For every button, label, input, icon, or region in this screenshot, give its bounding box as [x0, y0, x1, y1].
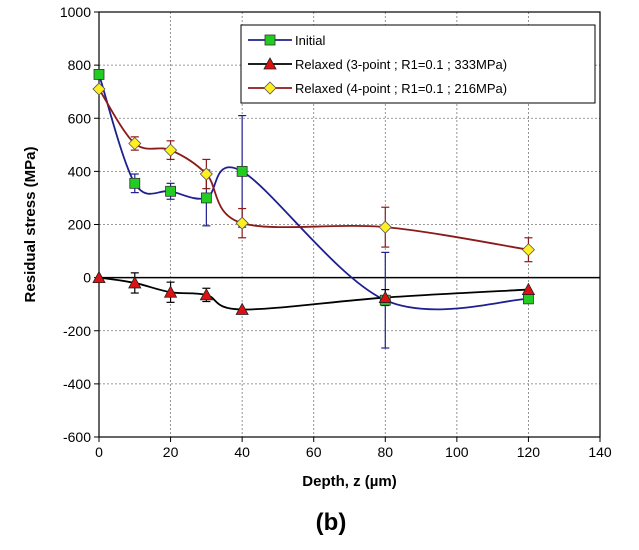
- legend-items: Initial Relaxed (3-point ; R1=0.1 ; 333MP…: [248, 33, 507, 96]
- data-point: [165, 185, 176, 197]
- legend-marker: [263, 81, 277, 95]
- legend: Initial Relaxed (3-point ; R1=0.1 ; 333MP…: [240, 24, 596, 104]
- series-markers-2: [92, 82, 535, 257]
- x-tick-label: 20: [163, 444, 179, 460]
- x-tick-label: 100: [445, 444, 469, 460]
- data-point: [164, 143, 178, 157]
- axes: [94, 11, 601, 442]
- figure-caption: (b): [316, 509, 347, 536]
- data-point: [235, 216, 249, 230]
- y-tick-label: 400: [68, 163, 92, 179]
- data-point: [521, 243, 535, 257]
- y-tick-label: 800: [68, 57, 92, 73]
- y-axis-title: Residual stress (MPa): [22, 147, 39, 303]
- x-tick-label: 60: [306, 444, 322, 460]
- data-point: [92, 270, 106, 284]
- x-tick-label: 80: [377, 444, 393, 460]
- data-point: [128, 136, 142, 151]
- data-point: [163, 285, 178, 298]
- y-tick-label: 1000: [60, 4, 91, 20]
- y-tick-label: 600: [68, 110, 92, 126]
- data-point: [521, 282, 536, 295]
- x-tick-label: 40: [234, 444, 250, 460]
- y-tick-label: -600: [63, 429, 91, 445]
- x-tick-label: 140: [588, 444, 612, 460]
- y-tick-label: 200: [68, 217, 92, 233]
- y-tick-label: 0: [83, 270, 91, 286]
- series-markers-1: [92, 270, 536, 315]
- x-tick-label: 120: [517, 444, 541, 460]
- data-point: [235, 302, 249, 315]
- series-layer: [92, 69, 536, 349]
- series-0: [98, 74, 529, 349]
- legend-label: Relaxed (3-point ; R1=0.1 ; 333MPa): [295, 57, 507, 72]
- data-point: [92, 82, 106, 96]
- data-point: [378, 290, 392, 303]
- legend-label: Relaxed (4-point ; R1=0.1 ; 216MPa): [295, 81, 507, 96]
- data-point: [93, 69, 105, 80]
- x-axis-title: Depth, z (µm): [302, 473, 396, 490]
- data-point: [199, 288, 214, 301]
- y-tick-label: -400: [63, 376, 91, 392]
- tick-labels: -600 -400 -200 0 200 400 600 800 1000 0 20 40 60 80 10…: [60, 4, 612, 460]
- data-point: [523, 293, 534, 305]
- legend-marker: [264, 34, 276, 46]
- x-tick-label: 0: [95, 444, 103, 460]
- data-point: [128, 276, 142, 289]
- data-point: [129, 177, 141, 189]
- data-point: [199, 167, 213, 181]
- legend-box: [240, 24, 596, 104]
- y-tick-label: -200: [63, 323, 91, 339]
- data-point: [200, 192, 212, 204]
- series-2: [98, 88, 533, 263]
- data-point: [378, 220, 392, 234]
- legend-label: Initial: [295, 33, 325, 48]
- legend-marker: [263, 57, 277, 70]
- data-point: [236, 165, 248, 177]
